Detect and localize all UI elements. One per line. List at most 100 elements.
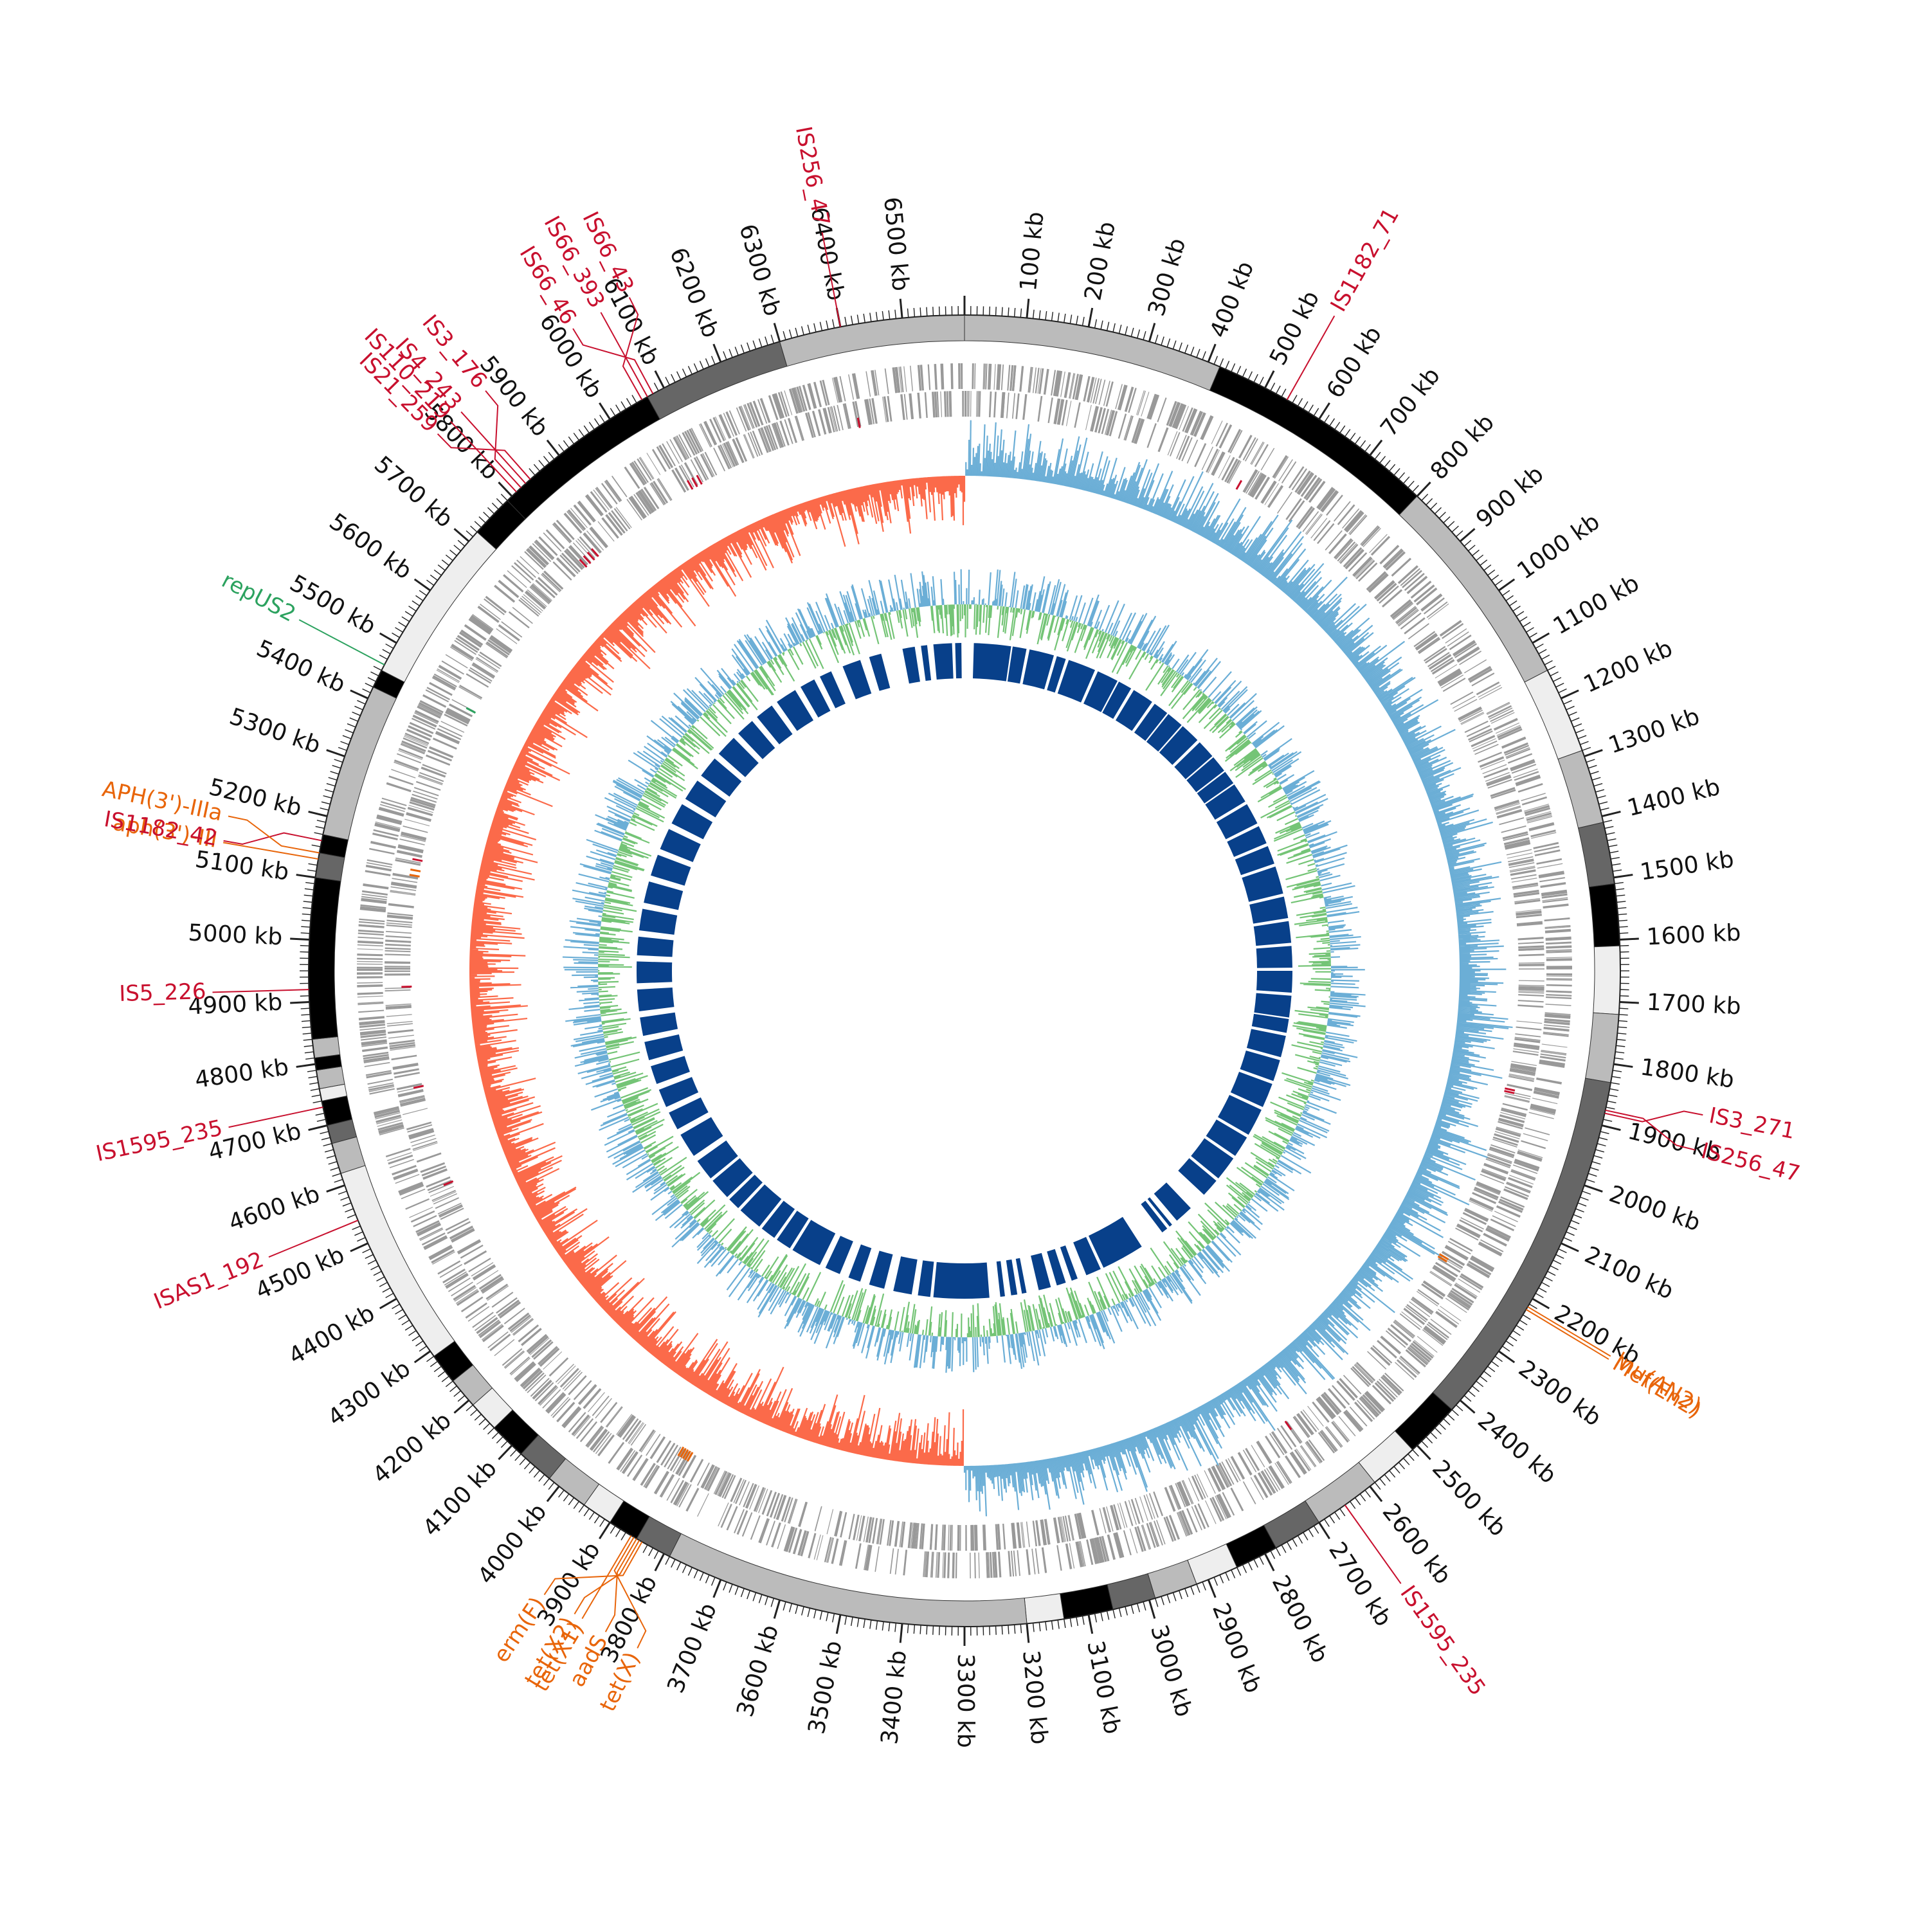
gene-feature <box>358 941 383 944</box>
gene-feature <box>1382 1375 1402 1394</box>
tick-label: 4000 kb <box>473 1499 552 1589</box>
minor-tick <box>1214 356 1217 365</box>
tick-label: 6300 kb <box>734 221 786 319</box>
inner-homology-blocks <box>637 643 1292 1299</box>
minor-tick <box>920 307 921 316</box>
minor-tick <box>814 1609 816 1618</box>
minor-tick <box>677 1562 681 1571</box>
gene-feature <box>1353 557 1372 577</box>
minor-tick <box>402 1320 410 1324</box>
gene-feature <box>385 966 410 967</box>
gene-feature <box>1343 1411 1362 1432</box>
homology-block-78 <box>842 660 871 699</box>
minor-tick <box>920 1625 921 1634</box>
minor-tick <box>802 327 804 336</box>
minor-tick <box>876 312 878 321</box>
minor-tick <box>1603 820 1612 822</box>
homology-block-82 <box>934 643 954 680</box>
minor-tick <box>1033 1623 1034 1632</box>
minor-tick <box>1550 672 1559 676</box>
minor-tick <box>1509 1336 1517 1341</box>
gene-feature <box>386 1148 411 1158</box>
gene-feature <box>795 416 803 441</box>
minor-tick <box>329 1162 337 1164</box>
minor-tick <box>1586 1179 1595 1182</box>
gene-feature <box>1478 752 1502 763</box>
minor-tick <box>1390 1470 1395 1477</box>
minor-tick <box>302 914 311 915</box>
gene-feature <box>1546 957 1572 958</box>
gene-feature <box>1502 737 1526 748</box>
minor-tick <box>826 321 828 330</box>
minor-tick <box>857 1618 858 1627</box>
gene-feature <box>827 1509 834 1534</box>
gene-feature <box>965 1525 967 1551</box>
gene-feature <box>1042 1548 1047 1573</box>
minor-tick <box>1237 366 1241 374</box>
minor-tick <box>1502 590 1509 595</box>
gene-feature <box>1205 1501 1217 1524</box>
minor-tick <box>1571 1220 1579 1223</box>
tick-label: 2100 kb <box>1580 1241 1678 1305</box>
gene-feature <box>1017 1550 1020 1576</box>
minor-tick <box>1452 1410 1458 1416</box>
minor-tick <box>487 1428 494 1434</box>
minor-tick <box>392 1304 399 1308</box>
gene-feature <box>405 1198 430 1210</box>
minor-tick <box>376 1277 384 1281</box>
minor-tick <box>450 550 457 555</box>
minor-tick <box>1597 796 1606 799</box>
minor-tick <box>1298 1535 1302 1543</box>
tick-label: 4100 kb <box>418 1455 502 1542</box>
minor-tick <box>409 1331 417 1336</box>
major-tick <box>1584 1186 1602 1192</box>
gene-feature <box>1546 997 1571 999</box>
minor-tick <box>1611 1083 1620 1084</box>
major-tick <box>327 1186 345 1192</box>
gene-feature <box>1256 1441 1271 1464</box>
homology-block-64 <box>637 937 674 957</box>
gene-feature <box>903 1549 907 1575</box>
gene-feature <box>865 371 871 397</box>
gene-feature <box>903 366 907 392</box>
gene-feature <box>367 860 393 865</box>
gene-feature <box>413 1142 437 1151</box>
annotation-marker <box>412 859 422 861</box>
contig-segment-38 <box>309 878 341 1040</box>
minor-tick <box>1137 1603 1140 1612</box>
minor-tick <box>1390 464 1395 471</box>
minor-tick <box>1566 1232 1575 1236</box>
gene-feature <box>1399 1357 1419 1375</box>
tick-label: 3000 kb <box>1145 1622 1197 1720</box>
minor-tick <box>1600 1132 1609 1133</box>
minor-tick <box>1046 311 1047 320</box>
minor-tick <box>363 689 371 693</box>
minor-tick <box>1082 317 1084 326</box>
minor-tick <box>1480 560 1487 566</box>
tick-label: 3400 kb <box>876 1649 912 1746</box>
minor-tick <box>317 1119 326 1121</box>
tick-label: 5700 kb <box>369 451 458 533</box>
gene-feature <box>1301 1445 1316 1467</box>
gene-feature <box>1013 1551 1017 1576</box>
tick-label: 700 kb <box>1375 363 1445 442</box>
minor-tick <box>1618 914 1627 915</box>
annotation-leader-line <box>269 1220 358 1257</box>
minor-tick <box>1276 386 1281 393</box>
tick-label: 2300 kb <box>1514 1355 1606 1432</box>
gene-feature <box>874 1546 879 1572</box>
tick-label: 2600 kb <box>1377 1499 1456 1589</box>
gene-feature <box>574 1416 591 1436</box>
gene-feature <box>357 972 383 973</box>
gene-feature <box>385 989 411 991</box>
tick-label: 6000 kb <box>534 309 608 403</box>
minor-tick <box>1281 1545 1286 1553</box>
gene-feature <box>928 365 931 390</box>
gene-feature <box>394 762 418 772</box>
gene-feature <box>1411 1344 1431 1360</box>
minor-tick <box>442 1377 449 1382</box>
tick-label: 2400 kb <box>1472 1407 1561 1489</box>
minor-tick <box>313 1101 322 1103</box>
gene-feature <box>595 488 612 509</box>
minor-tick <box>1131 1605 1134 1614</box>
